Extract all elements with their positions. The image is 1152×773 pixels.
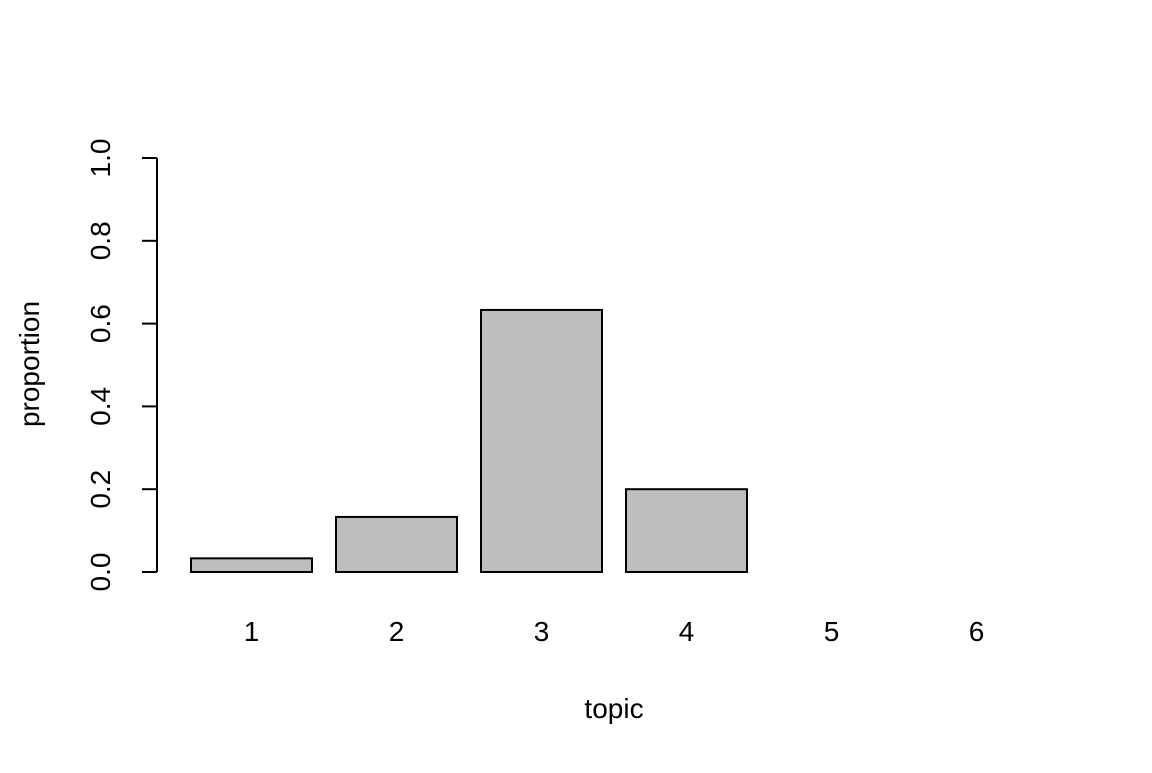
x-tick-label: 2 — [389, 616, 405, 647]
x-tick-label: 6 — [969, 616, 985, 647]
y-tick-label: 0.8 — [85, 221, 116, 260]
y-axis-label: proportion — [14, 301, 45, 427]
bars-group — [190, 308, 748, 574]
bar — [190, 557, 313, 574]
y-axis: 0.0 0.2 0.4 0.6 0.8 1.0 — [85, 139, 158, 592]
x-tick-labels: 1 2 3 4 5 6 — [244, 616, 985, 647]
y-tick-label: 0.2 — [85, 470, 116, 509]
bar — [625, 488, 748, 574]
x-tick-label: 1 — [244, 616, 260, 647]
x-axis-label: topic — [584, 693, 643, 724]
x-tick-label: 3 — [534, 616, 550, 647]
y-tick-label: 0.0 — [85, 553, 116, 592]
y-tick-label: 0.6 — [85, 304, 116, 343]
x-tick-label: 5 — [824, 616, 840, 647]
bar — [480, 308, 603, 573]
y-tick-label: 1.0 — [85, 139, 116, 178]
x-tick-label: 4 — [679, 616, 695, 647]
bar — [335, 515, 458, 573]
y-tick-label: 0.4 — [85, 387, 116, 426]
